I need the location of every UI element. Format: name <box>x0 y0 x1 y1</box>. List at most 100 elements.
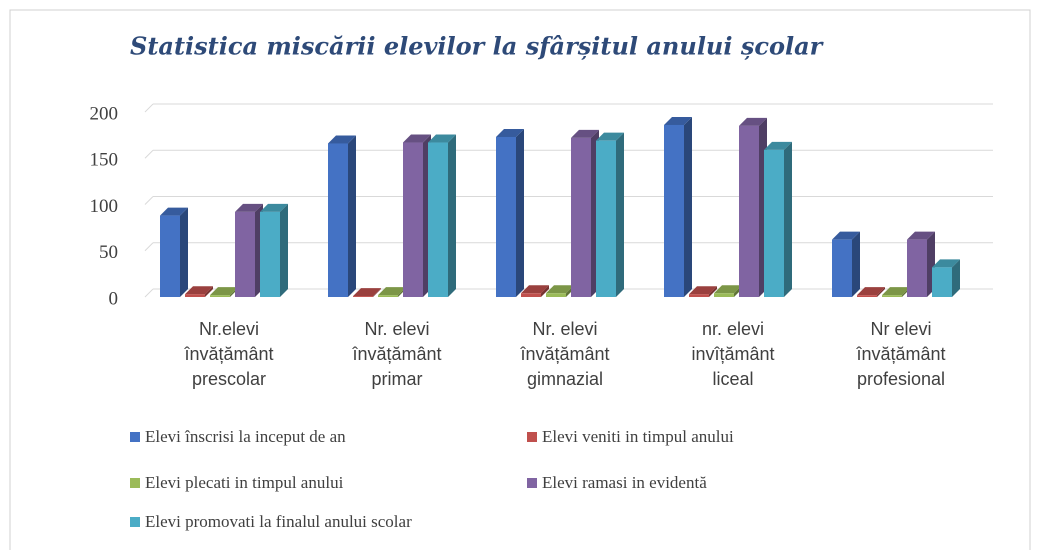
bar-front <box>932 267 952 297</box>
bar <box>353 288 381 297</box>
bar-top <box>428 134 456 143</box>
grid-line-side <box>144 103 154 113</box>
bar-front <box>428 142 448 297</box>
bar <box>521 285 549 297</box>
bar-side <box>852 231 860 297</box>
bar-front <box>185 294 205 297</box>
bar-front <box>689 294 709 297</box>
bar-top <box>328 135 356 144</box>
bar-side <box>348 135 356 297</box>
bar-side <box>205 286 213 297</box>
bar-front <box>546 293 566 297</box>
bar-top <box>378 287 406 296</box>
x-tick-label: Nr elevi învățământ profesional <box>855 319 945 389</box>
bar <box>235 203 263 297</box>
bar-top <box>596 132 624 141</box>
bar <box>689 286 717 297</box>
legend-label: Elevi veniti in timpul anului <box>542 427 734 446</box>
bar-front <box>235 211 255 297</box>
bar-front <box>353 296 373 297</box>
bar-side <box>684 116 692 297</box>
bar-top <box>764 141 792 150</box>
bar-side <box>541 285 549 297</box>
bar-front <box>907 239 927 297</box>
bar-top <box>932 259 960 268</box>
bar-front <box>160 215 180 297</box>
bar-front <box>571 137 591 297</box>
bar-top <box>832 231 860 240</box>
bar <box>857 287 885 297</box>
legend-swatch <box>527 432 537 442</box>
bar-top <box>235 203 263 212</box>
bar-front <box>764 149 784 297</box>
y-tick-label: 200 <box>90 103 119 124</box>
bar-top <box>210 287 238 296</box>
bar-front <box>328 143 348 297</box>
legend-label: Elevi înscrisi la inceput de an <box>145 427 346 446</box>
bar-front <box>596 140 616 297</box>
y-tick-label: 100 <box>90 196 119 217</box>
bar-side <box>616 132 624 297</box>
bar <box>739 117 767 297</box>
x-tick-label: Nr. elevi învățământ gimnazial <box>519 319 609 389</box>
bar <box>907 231 935 297</box>
bar-front <box>521 293 541 297</box>
grid-line-side <box>144 242 154 252</box>
bar-front <box>210 295 230 297</box>
legend-swatch <box>130 517 140 527</box>
bar <box>328 135 356 297</box>
bar-front <box>664 124 684 297</box>
grid-line-side <box>144 196 154 205</box>
bar-top <box>664 116 692 125</box>
legend-label: Elevi ramasi in evidentă <box>542 473 707 492</box>
bar-top <box>185 286 213 295</box>
bar-front <box>882 295 902 297</box>
bar <box>428 134 456 297</box>
y-tick-label: 50 <box>99 242 118 263</box>
bar <box>160 207 188 297</box>
bar-top <box>739 117 767 126</box>
bar-top <box>353 288 381 297</box>
bar-top <box>571 129 599 138</box>
bar <box>571 129 599 297</box>
bar-side <box>877 287 885 297</box>
bar-front <box>714 293 734 297</box>
bar-top <box>160 207 188 216</box>
legend-swatch <box>130 432 140 442</box>
bar <box>185 286 213 297</box>
bar-top <box>882 287 910 296</box>
legend-swatch <box>527 478 537 488</box>
bar-front <box>739 125 759 297</box>
bar-side <box>373 288 381 297</box>
grid-line-side <box>144 149 154 159</box>
bar <box>664 116 692 297</box>
bar <box>496 128 524 297</box>
chart-title: Statistica miscării elevilor la sfârșitu… <box>130 32 825 61</box>
bar <box>596 132 624 297</box>
legend-swatch <box>130 478 140 488</box>
bar-side <box>516 128 524 297</box>
bar-front <box>832 239 852 297</box>
bar-top <box>857 287 885 296</box>
y-tick-label: 150 <box>90 150 119 171</box>
bar-side <box>280 203 288 297</box>
bar-front <box>260 211 280 297</box>
bar-top <box>689 286 717 295</box>
bar <box>260 203 288 297</box>
bar-top <box>546 285 574 294</box>
bar-top <box>714 285 742 294</box>
bar-side <box>784 141 792 297</box>
legend-label: Elevi plecati in timpul anului <box>145 473 344 492</box>
x-tick-label: Nr. elevi învățământ primar <box>351 319 441 389</box>
bar <box>932 259 960 297</box>
x-tick-label: nr. elevi invîțământ liceal <box>691 319 774 389</box>
legend-label: Elevi promovati la finalul anului scolar <box>145 512 412 531</box>
y-tick-label: 0 <box>109 288 119 309</box>
bar-top <box>907 231 935 240</box>
bar-front <box>403 142 423 297</box>
x-tick-label: Nr.elevi învățământ prescolar <box>183 319 273 389</box>
bar-side <box>448 134 456 297</box>
bar-side <box>709 286 717 297</box>
bar-top <box>260 203 288 212</box>
